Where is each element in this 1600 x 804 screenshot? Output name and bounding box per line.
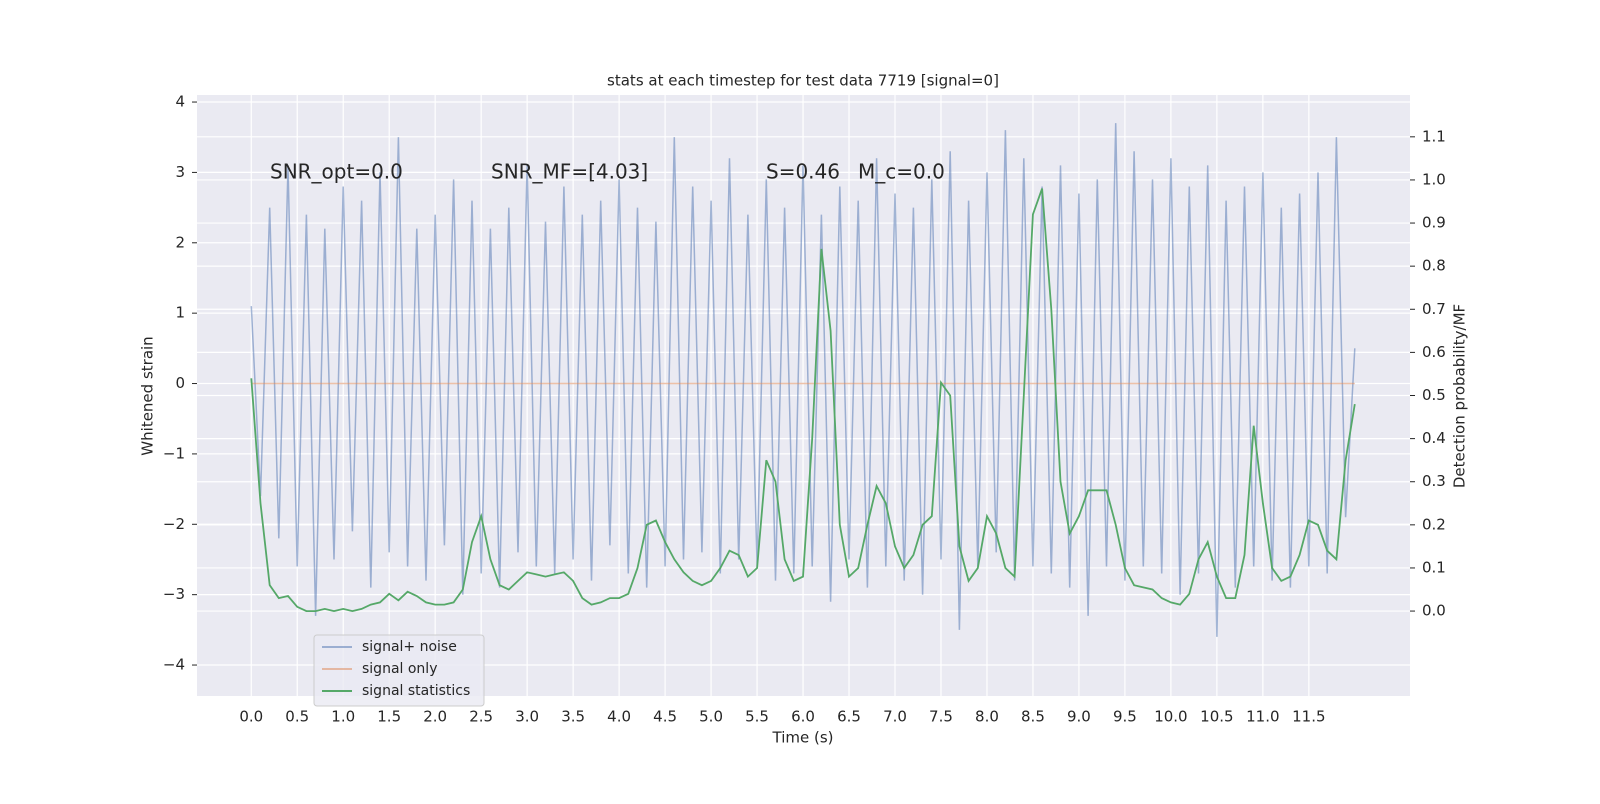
y2-tick-label: 0.5 bbox=[1422, 386, 1446, 404]
y-tick-label: 3 bbox=[175, 163, 185, 181]
y2-tick-label: 0.2 bbox=[1422, 515, 1446, 533]
x-tick-label: 10.5 bbox=[1200, 708, 1233, 726]
x-tick-label: 9.5 bbox=[1113, 708, 1137, 726]
x-tick-label: 1.0 bbox=[331, 708, 355, 726]
annotation: SNR_opt=0.0 bbox=[270, 160, 403, 184]
y2-tick-label: 0.9 bbox=[1422, 214, 1446, 232]
x-tick-label: 5.5 bbox=[745, 708, 769, 726]
y-tick-label: −2 bbox=[163, 515, 185, 533]
series-line bbox=[250, 188, 1356, 613]
y-tick-label: −3 bbox=[163, 585, 185, 603]
y2-tick-label: 0.6 bbox=[1422, 343, 1446, 361]
x-tick-label: 0.0 bbox=[239, 708, 263, 726]
x-tick-label: 8.0 bbox=[975, 708, 999, 726]
y-axis-label: Whitened strain bbox=[139, 336, 157, 455]
y-tick-label: 2 bbox=[175, 233, 185, 251]
y-tick-label: 0 bbox=[175, 374, 185, 392]
x-tick-label: 2.0 bbox=[423, 708, 447, 726]
legend-box bbox=[313, 634, 485, 707]
marks bbox=[250, 123, 1356, 637]
annotation: SNR_MF=[4.03] bbox=[491, 160, 648, 184]
x-tick-label: 1.5 bbox=[377, 708, 401, 726]
x-tick-label: 8.5 bbox=[1021, 708, 1045, 726]
annotation: M_c=0.0 bbox=[858, 160, 945, 184]
x-tick-label: 3.0 bbox=[515, 708, 539, 726]
y2-axis-label: Detection probability/MF bbox=[1451, 304, 1469, 488]
y2-tick-label: 0.8 bbox=[1422, 257, 1446, 275]
x-tick-label: 6.5 bbox=[837, 708, 861, 726]
labels: 0.0 0.5 1.0 1.5 2.0 2.5 3.0 3.5 4.0 4.5 5.0 5.5 6.0 6… bbox=[163, 93, 1446, 726]
chart-title: stats at each timestep for test data 771… bbox=[607, 72, 999, 90]
x-tick-label: 11.0 bbox=[1246, 708, 1279, 726]
x-tick-label: 11.5 bbox=[1292, 708, 1325, 726]
x-tick-label: 2.5 bbox=[469, 708, 493, 726]
y2-tick-label: 0.3 bbox=[1422, 472, 1446, 490]
x-tick-label: 5.0 bbox=[699, 708, 723, 726]
x-tick-label: 7.0 bbox=[883, 708, 907, 726]
x-tick-label: 4.0 bbox=[607, 708, 631, 726]
x-tick-label: 6.0 bbox=[791, 708, 815, 726]
y-tick-label: −1 bbox=[163, 444, 185, 462]
legend-label: signal statistics bbox=[362, 683, 470, 699]
legend-label: signal only bbox=[362, 661, 437, 677]
series-line bbox=[250, 123, 1356, 637]
y2-tick-label: 0.4 bbox=[1422, 429, 1446, 447]
x-tick-label: 4.5 bbox=[653, 708, 677, 726]
y2-tick-label: 1.0 bbox=[1422, 170, 1446, 188]
y2-tick-label: 1.1 bbox=[1422, 127, 1446, 145]
x-tick-label: 7.5 bbox=[929, 708, 953, 726]
y2-tick-label: 0.1 bbox=[1422, 558, 1446, 576]
x-tick-label: 3.5 bbox=[561, 708, 585, 726]
y-tick-label: 1 bbox=[175, 304, 185, 322]
y2-tick-label: 0.7 bbox=[1422, 300, 1446, 318]
x-tick-label: 9.0 bbox=[1067, 708, 1091, 726]
x-tick-label: 0.5 bbox=[285, 708, 309, 726]
y2-tick-label: 0.0 bbox=[1422, 602, 1446, 620]
x-axis-label: Time (s) bbox=[772, 729, 834, 747]
x-tick-label: 10.0 bbox=[1154, 708, 1187, 726]
y-tick-label: −4 bbox=[163, 656, 185, 674]
legend-label: signal+ noise bbox=[362, 639, 457, 655]
annotation: S=0.46 bbox=[766, 160, 840, 184]
y-tick-label: 4 bbox=[175, 93, 185, 111]
